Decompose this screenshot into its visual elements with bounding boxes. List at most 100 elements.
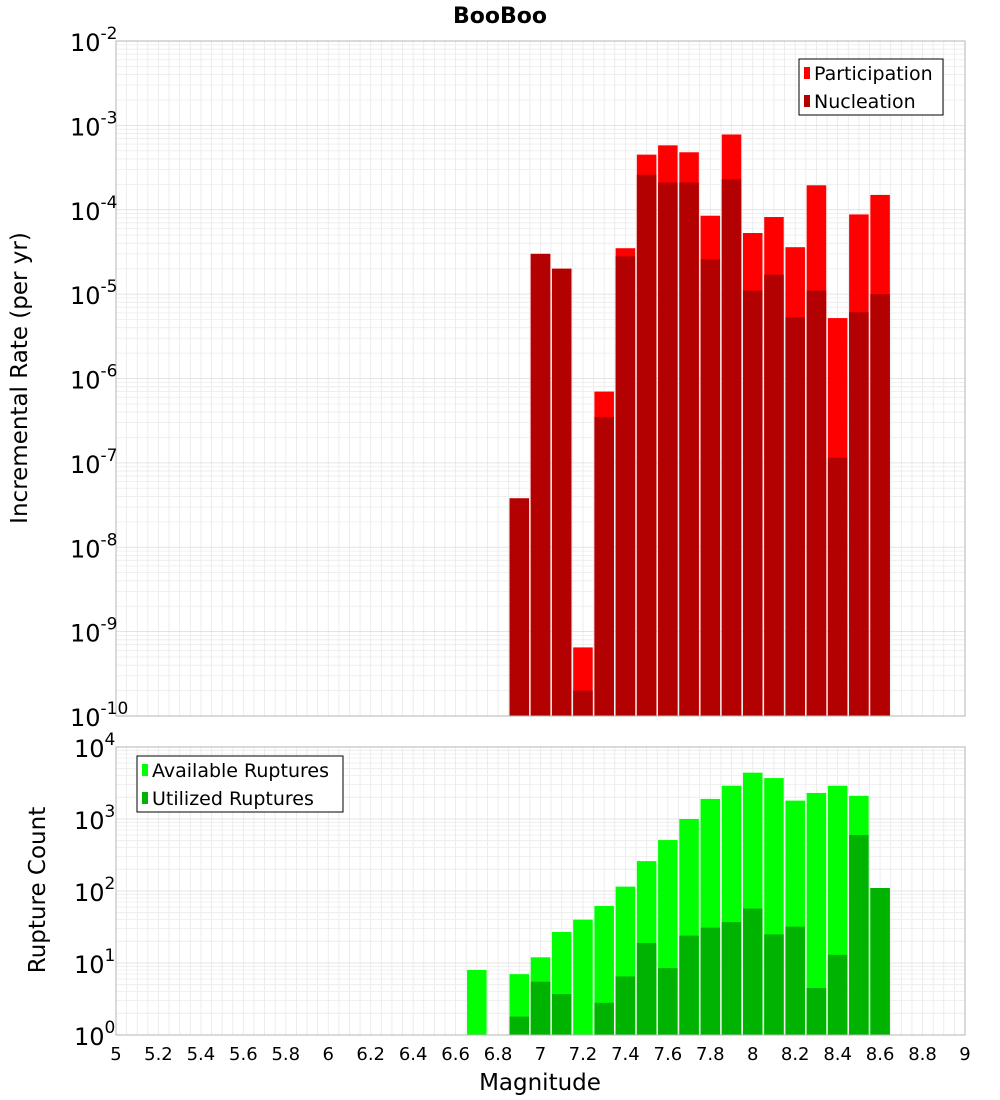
y-tick-exponent: -10 — [101, 699, 129, 719]
bar-inner — [827, 954, 848, 1035]
bar-inner — [849, 312, 869, 716]
bar-inner — [700, 259, 721, 716]
y-tick-exponent: 1 — [105, 946, 116, 966]
bar-inner — [594, 416, 614, 716]
x-tick-label: 7.2 — [569, 1044, 598, 1065]
y-tick-label: 10-10 — [70, 699, 128, 732]
x-tick-labels: 5 5.2 5.4 5.6 5.8 6 6.2 6.4 6.6 6.8 7 7.2 7.4 7.6 7.8 8… — [110, 1044, 970, 1065]
bar-inner — [679, 935, 699, 1035]
x-tick-label: 6.4 — [399, 1044, 428, 1065]
y-tick-exponent: 4 — [105, 730, 116, 750]
bar-inner — [806, 987, 827, 1035]
bar-inner — [742, 908, 763, 1035]
plot-frame — [115, 40, 966, 717]
bar-inner — [594, 1002, 614, 1035]
legend-swatch — [804, 67, 810, 79]
x-tick-label: 7.8 — [696, 1044, 725, 1065]
y-tick-label: 10-9 — [70, 615, 118, 648]
bar-inner — [764, 274, 784, 716]
x-axis-label: Magnitude — [479, 1070, 601, 1096]
x-tick-label: 6.6 — [441, 1044, 470, 1065]
bar-inner — [849, 834, 869, 1035]
chart-title: BooBoo — [453, 4, 547, 29]
legend-label: Participation — [814, 63, 933, 85]
y-tick-exponent: -9 — [101, 615, 118, 635]
legend-label: Utilized Ruptures — [152, 788, 314, 810]
x-tick-label: 5.2 — [144, 1044, 173, 1065]
bar-inner — [785, 926, 805, 1035]
y-tick-label: 10-4 — [70, 193, 118, 226]
x-tick-label: 6.8 — [484, 1044, 513, 1065]
y-tick-label: 103 — [74, 802, 115, 835]
y-tick-base: 10 — [70, 29, 101, 57]
y-tick-exponent: -7 — [101, 446, 118, 466]
legend-swatch — [142, 764, 148, 776]
bar-inner — [509, 498, 530, 716]
bar-inner — [827, 457, 848, 716]
bottom-y-axis-label: Rupture Count — [25, 807, 51, 973]
legend: Available Ruptures Utilized Ruptures — [136, 755, 344, 813]
x-tick-label: 8.6 — [866, 1044, 895, 1065]
bar-outer — [806, 792, 827, 1035]
y-tick-base: 10 — [74, 735, 105, 763]
y-tick-base: 10 — [70, 704, 101, 732]
y-tick-exponent: -4 — [101, 193, 118, 213]
bar-inner — [785, 317, 805, 716]
bar-inner — [509, 1016, 530, 1035]
y-tick-label: 10-6 — [70, 362, 118, 395]
bar-inner — [764, 934, 784, 1035]
y-tick-label: 10-8 — [70, 530, 118, 563]
y-tick-exponent: -6 — [101, 362, 118, 382]
bar-inner — [721, 179, 742, 716]
bar-inner — [551, 994, 572, 1035]
bar-inner — [870, 294, 890, 716]
y-tick-label: 10-5 — [70, 277, 118, 310]
y-tick-exponent: -8 — [101, 530, 118, 550]
y-tick-label: 10-3 — [70, 108, 118, 141]
bar-inner — [551, 268, 572, 716]
y-tick-base: 10 — [70, 198, 101, 226]
y-tick-exponent: 3 — [105, 802, 116, 822]
y-tick-label: 10-7 — [70, 446, 118, 479]
bar-inner — [806, 290, 827, 716]
legend-swatch — [804, 95, 810, 107]
bar-inner — [700, 927, 721, 1035]
y-tick-exponent: 2 — [105, 874, 116, 894]
x-tick-label: 9 — [959, 1044, 970, 1065]
bar-outer — [594, 905, 614, 1035]
bar-inner — [636, 174, 657, 716]
bar-inner — [742, 290, 763, 716]
x-tick-label: 5.6 — [229, 1044, 258, 1065]
y-tick-base: 10 — [70, 535, 101, 563]
legend-box — [136, 755, 344, 813]
y-tick-base: 10 — [70, 620, 101, 648]
x-tick-label: 6 — [323, 1044, 334, 1065]
bar-inner — [530, 253, 551, 716]
y-tick-label: 100 — [74, 1018, 115, 1051]
bar-inner — [679, 182, 699, 716]
x-tick-label: 7.6 — [654, 1044, 683, 1065]
y-tick-base: 10 — [74, 951, 105, 979]
x-tick-label: 8.4 — [823, 1044, 852, 1065]
x-tick-label: 8.2 — [781, 1044, 810, 1065]
legend-swatch — [142, 792, 148, 804]
bar-outer — [573, 919, 593, 1035]
bar-inner — [573, 690, 593, 716]
y-tick-base: 10 — [74, 1023, 105, 1051]
bar-inner — [870, 888, 890, 1035]
bar-inner — [636, 942, 657, 1035]
y-tick-label: 10-2 — [70, 24, 118, 57]
bar-inner — [530, 981, 551, 1035]
top-plot-area: 10-1010-910-810-710-610-510-410-310-2Par… — [70, 24, 966, 732]
x-tick-label: 8.8 — [908, 1044, 937, 1065]
y-tick-label: 104 — [74, 730, 115, 763]
bar-inner — [658, 182, 678, 716]
legend-box — [798, 58, 944, 116]
y-tick-base: 10 — [74, 807, 105, 835]
plot-frame — [115, 746, 966, 1036]
legend: Participation Nucleation — [798, 58, 944, 116]
